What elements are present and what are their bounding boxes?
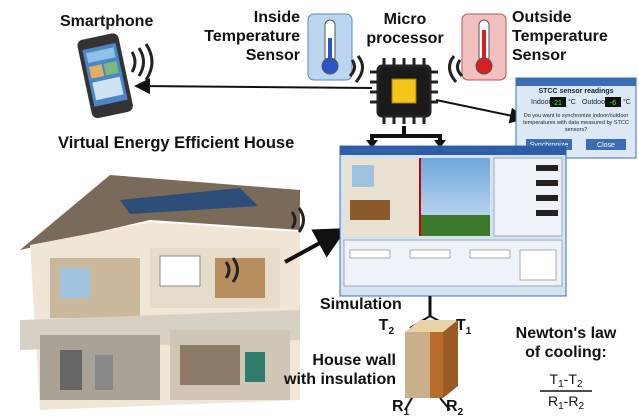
shape — [392, 79, 416, 103]
indoor-value: 21 — [554, 100, 562, 107]
outdoor-label: Outdoor — [582, 99, 608, 106]
shape: R — [568, 393, 578, 409]
shape: 1 — [404, 407, 410, 417]
shape: Sensor — [512, 47, 566, 64]
wall-block — [405, 320, 458, 398]
shape: processor — [366, 30, 443, 47]
shape — [322, 58, 338, 74]
house-illustration — [20, 175, 300, 410]
shape: 2 — [578, 401, 584, 412]
close-button[interactable]: Close — [597, 142, 615, 149]
shape — [457, 60, 462, 76]
shape: of cooling: — [525, 344, 607, 361]
outside-sensor-label: Outside Temperature Sensor — [512, 9, 608, 64]
shape — [60, 268, 90, 298]
shape: Temperature — [204, 28, 300, 45]
shape — [60, 350, 82, 390]
shape: R — [548, 393, 558, 409]
wireless-waves — [449, 56, 462, 82]
shape — [536, 195, 558, 201]
shape — [470, 250, 510, 258]
shape: 2 — [577, 379, 583, 390]
shape: T — [456, 317, 466, 334]
arrow — [372, 126, 440, 144]
shape — [139, 48, 144, 76]
wireless-waves — [132, 44, 152, 80]
unit: °C — [568, 98, 576, 106]
dialog-heading: STCC sensor readings — [538, 88, 613, 95]
shape — [476, 58, 492, 74]
t1-label: T1 — [456, 317, 472, 337]
smartphone-icon — [76, 32, 134, 119]
shape — [536, 210, 558, 216]
shape — [146, 44, 152, 80]
shape: T — [379, 317, 389, 334]
shape: 1 — [466, 326, 472, 337]
r2-label: R2 — [446, 398, 464, 417]
shape: Outside — [512, 9, 572, 26]
house-title: Virtual Energy Efficient House — [58, 134, 294, 152]
shape: House wall — [312, 352, 396, 369]
shape — [420, 215, 490, 236]
inside-thermometer — [308, 14, 352, 80]
formula-denominator: R1-R2 — [548, 393, 584, 412]
shape — [520, 250, 556, 280]
shape — [160, 256, 200, 286]
simulation-label: Simulation — [320, 296, 402, 313]
shape: Sensor — [246, 47, 300, 64]
shape: Inside — [254, 9, 300, 26]
inside-sensor-label: Inside Temperature Sensor — [204, 9, 300, 64]
shape — [536, 180, 558, 186]
shape: sensors? — [565, 127, 587, 133]
shape: R — [392, 398, 404, 415]
shape — [410, 250, 450, 258]
shape — [516, 78, 636, 86]
connector — [405, 398, 450, 410]
shape — [430, 332, 443, 398]
shape: Temperature — [512, 28, 608, 45]
indoor-label: Indoor — [531, 99, 552, 106]
shape — [449, 56, 456, 82]
formula-numerator: T1-T2 — [550, 371, 583, 390]
unit: °C — [623, 98, 631, 106]
outside-thermometer — [462, 14, 506, 80]
arrow — [138, 86, 372, 88]
shape — [180, 345, 240, 385]
shape — [215, 258, 265, 298]
simulation-window — [340, 146, 566, 296]
arrow — [436, 100, 522, 118]
microprocessor-label: Micro processor — [366, 11, 443, 47]
shape — [132, 52, 135, 72]
shape: 2 — [458, 407, 464, 417]
microprocessor-chip — [370, 58, 438, 124]
shape — [350, 250, 390, 258]
shape: 2 — [388, 326, 394, 337]
shape — [352, 165, 374, 187]
shape — [356, 56, 363, 82]
diagram: Smartphone Inside Temperature Sensor Micro… — [0, 0, 639, 417]
r1-label: R1 — [392, 398, 410, 417]
newton-caption: Newton's law of cooling: — [516, 325, 617, 361]
shape: R — [446, 398, 458, 415]
shape — [245, 352, 265, 382]
t2-label: T2 — [379, 317, 395, 337]
shape: Micro — [384, 11, 427, 28]
smartphone-label: Smartphone — [60, 13, 153, 30]
shape — [536, 165, 558, 171]
shape: Do you want to synchronize indoor/outdoo… — [524, 113, 629, 119]
shape — [340, 146, 566, 155]
shape: with insulation — [283, 371, 396, 388]
shape: temperatures with data measured by STCC — [523, 120, 629, 126]
outdoor-value: -6 — [610, 100, 616, 107]
shape — [350, 200, 390, 220]
shape — [95, 355, 113, 390]
shape: Newton's law — [516, 325, 617, 342]
